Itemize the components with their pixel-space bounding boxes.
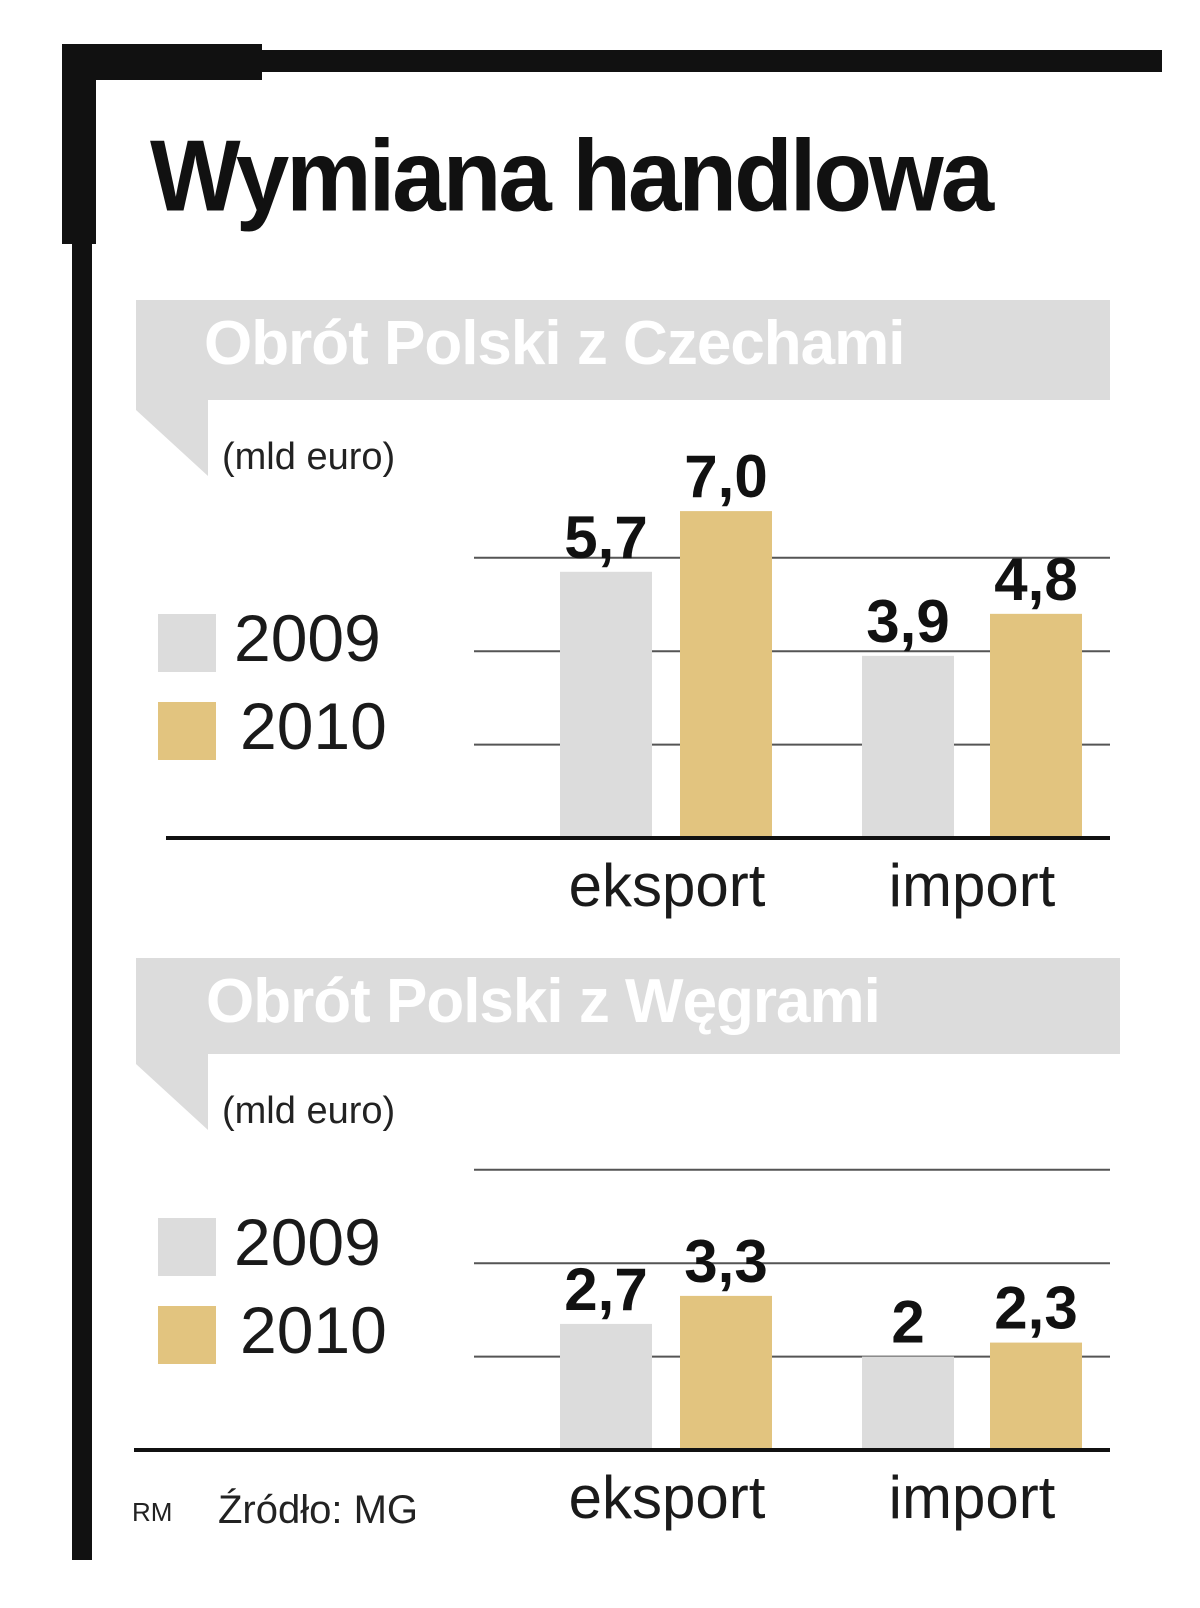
frame-left-rule-top	[62, 44, 96, 244]
value-label-import-2009: 2	[891, 1289, 924, 1356]
value-label-import-2010: 2,3	[994, 1275, 1077, 1342]
author-credit: RM	[132, 1497, 173, 1527]
legend-label-2009-b: 2009	[234, 1205, 381, 1279]
category-label-eksport: eksport	[569, 852, 766, 919]
category-label-eksport: eksport	[569, 1464, 766, 1531]
unit-label-czechy: (mld euro)	[222, 436, 396, 478]
value-label-eksport-2010: 3,3	[684, 1228, 767, 1295]
page-title: Wymiana handlowa	[150, 120, 994, 233]
chart-czechy: 5,7 7,0 eksport 3,9 4,8 import	[166, 443, 1110, 919]
bar-eksport-2010	[680, 511, 772, 838]
frame-top-rule	[62, 50, 1162, 72]
value-label-import-2010: 4,8	[994, 546, 1077, 613]
bar-import-2009	[862, 1356, 954, 1450]
category-label-import: import	[889, 1464, 1056, 1531]
bar-eksport-2010	[680, 1295, 772, 1450]
legend-swatch-2009-b	[158, 1218, 216, 1276]
source-note: Źródło: MG	[218, 1488, 419, 1532]
bar-import-2010	[990, 1342, 1082, 1450]
legend-label-2010-b: 2010	[240, 1293, 387, 1367]
category-label-import: import	[889, 852, 1056, 919]
unit-label-wegry: (mld euro)	[222, 1090, 396, 1132]
value-label-import-2009: 3,9	[866, 588, 949, 655]
bar-import-2010	[990, 613, 1082, 838]
value-label-eksport-2009: 2,7	[564, 1256, 647, 1323]
bar-eksport-2009	[560, 1323, 652, 1450]
panel-banner-czechy	[136, 300, 1110, 476]
legend-swatch-2010-b	[158, 1306, 216, 1364]
bar-eksport-2009	[560, 571, 652, 838]
panel-title-czechy: Obrót Polski z Czechami	[204, 309, 906, 378]
chart-wegry: 2,7 3,3 eksport 2 2,3 import	[134, 1168, 1110, 1531]
frame-left-rule	[72, 230, 92, 1560]
legend-swatch-2010	[158, 702, 216, 760]
legend-label-2010: 2010	[240, 689, 387, 763]
value-label-eksport-2010: 7,0	[684, 443, 767, 510]
legend-swatch-2009	[158, 614, 216, 672]
panel-title-wegry: Obrót Polski z Węgrami	[206, 967, 881, 1036]
panel-banner-wegry	[136, 958, 1120, 1130]
value-label-eksport-2009: 5,7	[564, 504, 647, 571]
legend-label-2009: 2009	[234, 601, 381, 675]
bar-import-2009	[862, 655, 954, 838]
